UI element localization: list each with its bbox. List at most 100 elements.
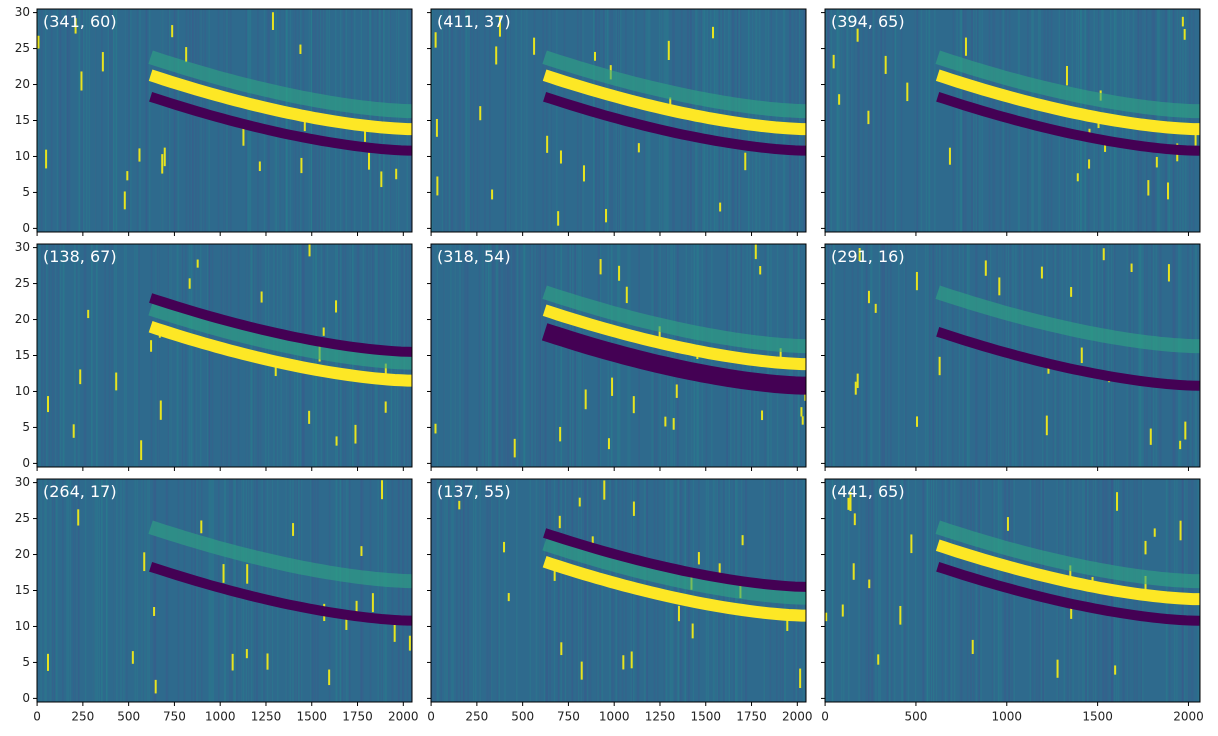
- image-texture: [973, 9, 976, 232]
- image-texture: [161, 9, 164, 232]
- image-texture: [793, 9, 796, 232]
- image-texture: [376, 9, 379, 232]
- image-texture: [66, 9, 68, 232]
- image-texture: [1113, 244, 1116, 467]
- image-texture: [275, 244, 277, 467]
- image-texture: [271, 479, 273, 702]
- y-tick-label: 25: [15, 276, 30, 290]
- image-texture: [267, 9, 269, 232]
- image-texture: [220, 244, 223, 467]
- image-texture: [973, 9, 975, 232]
- image-streak: [126, 171, 129, 181]
- image-streak: [150, 340, 153, 352]
- image-streak: [364, 123, 367, 142]
- image-texture: [388, 9, 390, 232]
- image-texture: [198, 479, 201, 702]
- image-texture: [57, 244, 60, 467]
- image-texture: [1070, 244, 1072, 467]
- image-texture: [211, 244, 214, 467]
- image-texture: [865, 244, 868, 467]
- image-texture: [544, 244, 546, 467]
- image-texture: [767, 244, 770, 467]
- panel-label: (138, 67): [43, 247, 117, 266]
- image-texture: [160, 9, 162, 232]
- image-texture: [956, 9, 958, 232]
- image-texture: [136, 244, 138, 467]
- image-texture: [1132, 244, 1134, 467]
- image-streak: [498, 16, 501, 37]
- image-streak: [1179, 440, 1182, 450]
- image-texture: [950, 479, 953, 702]
- image-texture: [456, 479, 458, 702]
- image-texture: [766, 244, 769, 467]
- image-texture: [177, 9, 179, 232]
- image-texture: [113, 9, 115, 232]
- image-streak: [335, 436, 338, 446]
- image-texture: [1037, 9, 1040, 232]
- image-texture: [200, 9, 203, 232]
- image-texture: [478, 9, 480, 232]
- image-texture: [146, 479, 149, 702]
- image-texture: [1054, 244, 1057, 467]
- image-streak: [79, 369, 82, 385]
- y-tick-label: 20: [15, 547, 30, 561]
- image-texture: [1158, 9, 1161, 232]
- image-texture: [609, 479, 611, 702]
- image-texture: [979, 9, 981, 232]
- image-texture: [825, 9, 828, 232]
- image-streak: [801, 416, 804, 425]
- image-texture: [144, 479, 146, 702]
- x-tick-label: 750: [163, 710, 186, 724]
- image-texture: [154, 479, 156, 702]
- image-texture: [1097, 244, 1100, 467]
- image-texture: [1192, 9, 1195, 232]
- image-texture: [524, 244, 526, 467]
- image-texture: [954, 479, 956, 702]
- image-texture: [507, 244, 509, 467]
- image-texture: [571, 479, 574, 702]
- image-texture: [460, 479, 462, 702]
- image-panel: [37, 9, 412, 232]
- image-texture: [889, 479, 891, 702]
- image-texture: [489, 479, 492, 702]
- image-texture: [1065, 9, 1068, 232]
- image-texture: [295, 479, 297, 702]
- image-streak: [599, 259, 602, 275]
- image-streak: [384, 363, 387, 383]
- image-texture: [879, 479, 881, 702]
- image-texture: [95, 244, 98, 467]
- image-texture: [875, 9, 878, 232]
- image-texture: [948, 479, 950, 702]
- image-texture: [123, 244, 126, 467]
- image-texture: [883, 9, 885, 232]
- x-tick-label: 2000: [1173, 710, 1204, 724]
- image-texture: [328, 479, 331, 702]
- band-dark: [936, 562, 1200, 626]
- image-texture: [1166, 479, 1168, 702]
- image-texture: [970, 479, 973, 702]
- image-texture: [1160, 9, 1162, 232]
- image-texture: [948, 244, 950, 467]
- image-texture: [575, 244, 578, 467]
- image-texture: [1043, 9, 1046, 232]
- image-texture: [78, 9, 80, 232]
- image-texture: [107, 9, 110, 232]
- image-streak: [1147, 180, 1150, 196]
- image-texture: [1058, 9, 1061, 232]
- image-texture: [797, 9, 799, 232]
- image-texture: [115, 9, 117, 232]
- image-texture: [936, 244, 939, 467]
- image-texture: [684, 479, 686, 702]
- image-streak: [45, 149, 48, 169]
- image-texture: [93, 479, 96, 702]
- image-texture: [441, 9, 444, 232]
- image-texture: [1050, 9, 1053, 232]
- image-texture: [688, 479, 691, 702]
- image-texture: [929, 479, 931, 702]
- image-texture: [661, 9, 663, 232]
- image-texture: [194, 244, 196, 467]
- panel-label: (318, 54): [437, 247, 511, 266]
- image-streak: [630, 651, 633, 669]
- image-texture: [1167, 9, 1169, 232]
- image-texture: [1068, 479, 1070, 702]
